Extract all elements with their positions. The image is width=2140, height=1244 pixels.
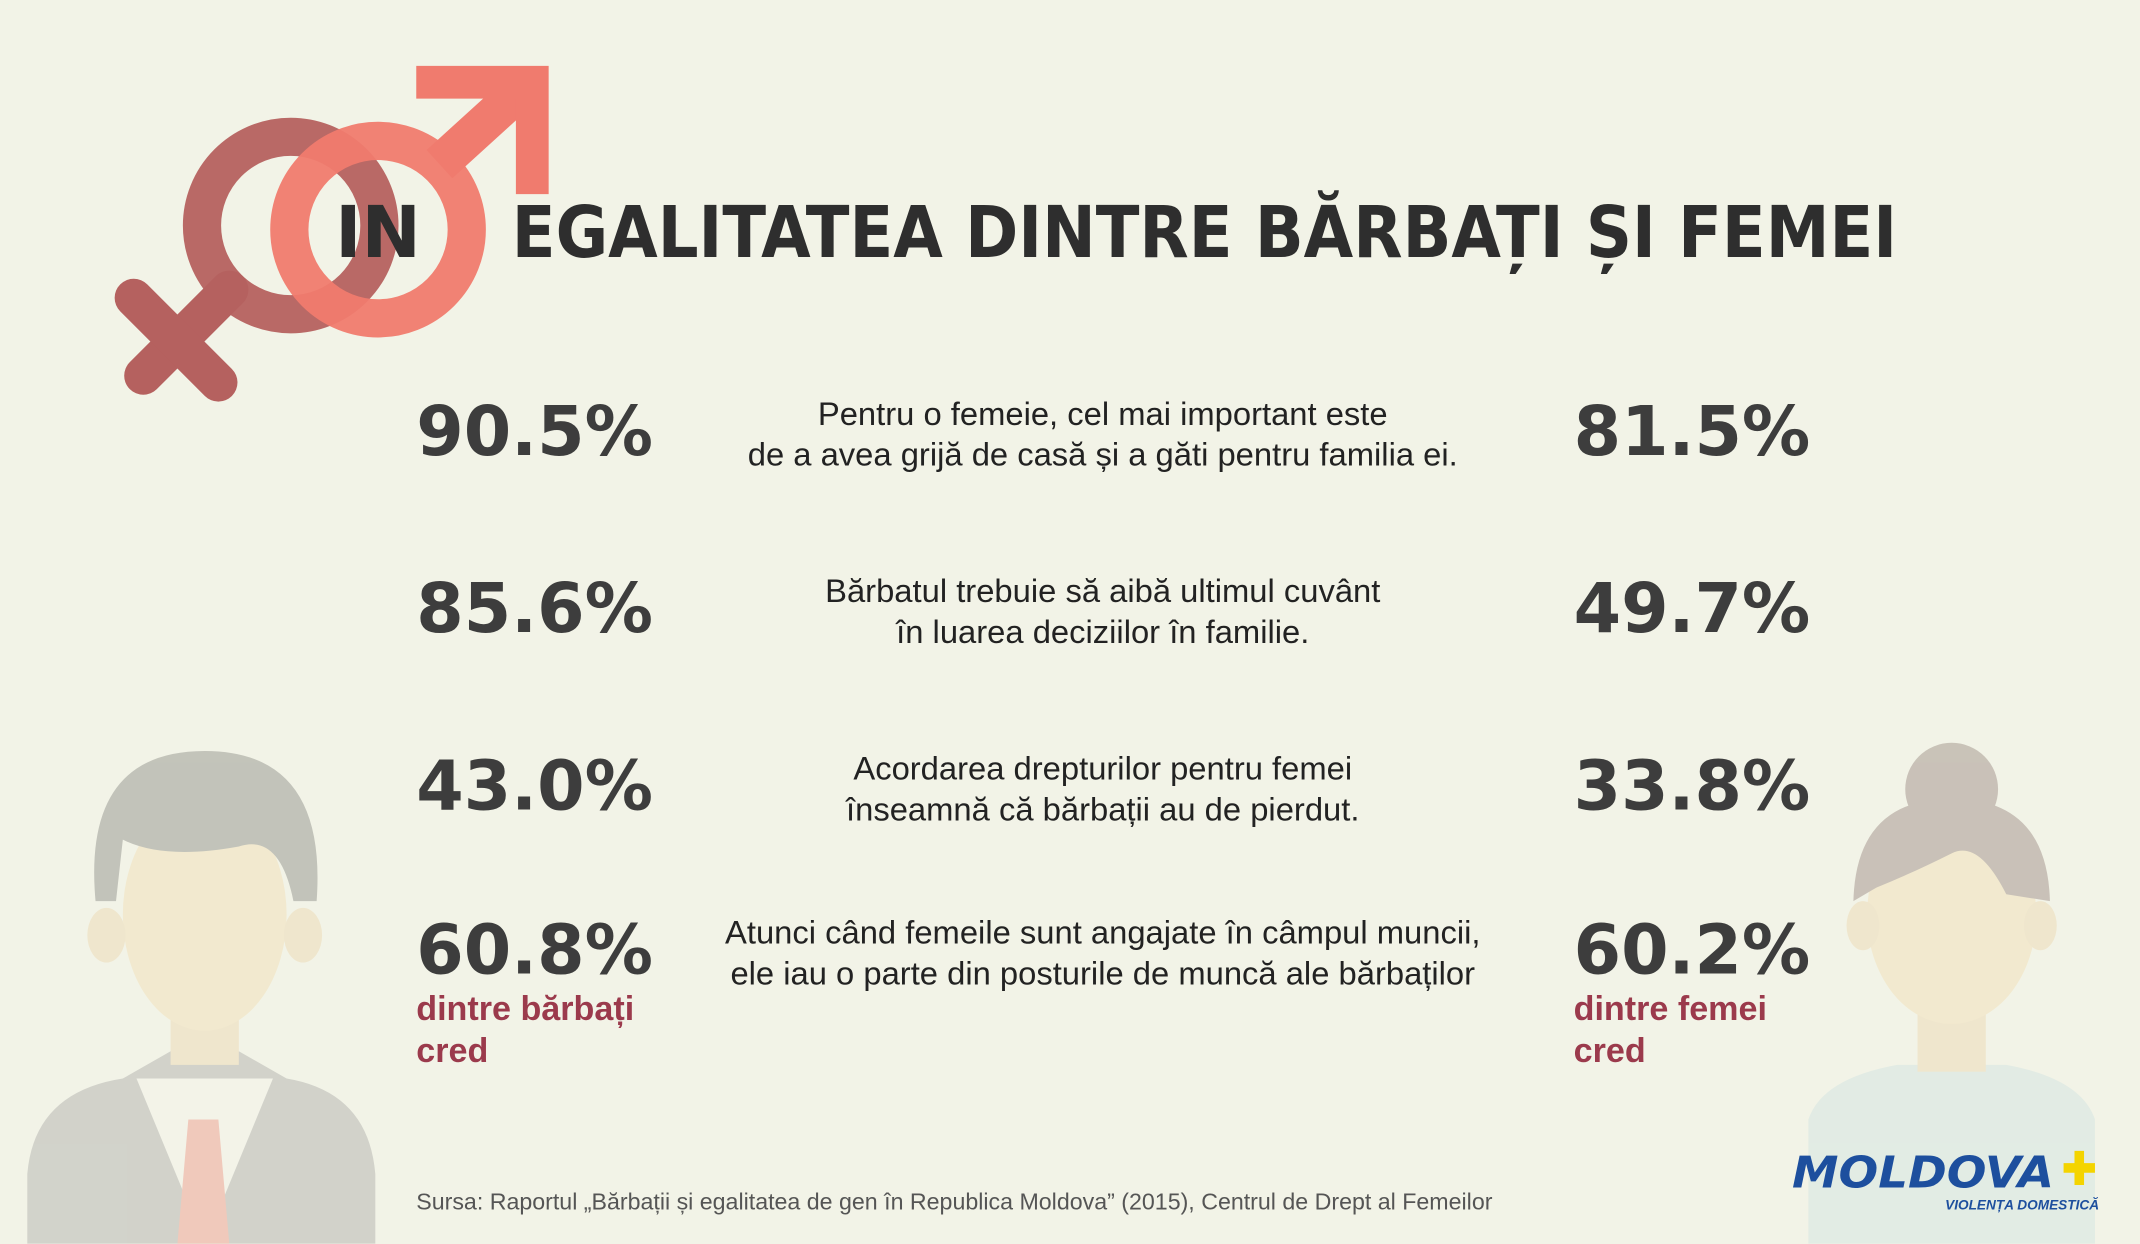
women-percentage: 81.5% bbox=[1574, 393, 1811, 472]
statement: Bărbatul trebuie să aibă ultimul cuvânt bbox=[825, 572, 1380, 609]
women-caption: dintre femei bbox=[1574, 990, 1767, 1028]
statement: Atunci când femeile sunt angajate în câm… bbox=[725, 913, 1481, 950]
men-percentage: 90.5% bbox=[416, 393, 653, 472]
women-percentage: 49.7% bbox=[1574, 570, 1811, 649]
statement: ele iau o parte din posturile de muncă a… bbox=[730, 954, 1475, 991]
logo-plus bbox=[2063, 1150, 2095, 1185]
men-percentage: 43.0% bbox=[416, 748, 653, 827]
men-caption: dintre bărbați bbox=[416, 990, 634, 1028]
title-prefix: IN bbox=[335, 191, 421, 274]
woman-illustration bbox=[1808, 742, 2095, 1244]
statement: în luarea deciziilor în familie. bbox=[895, 613, 1309, 650]
logo: MOLDOVA VIOLENȚA DOMESTICĂ bbox=[1792, 1148, 2099, 1213]
women-percentage: 33.8% bbox=[1574, 748, 1811, 827]
statement: Acordarea drepturilor pentru femei bbox=[853, 750, 1352, 787]
female-symbol bbox=[114, 117, 399, 402]
women-percentage: 60.2% bbox=[1574, 911, 1811, 990]
statement: înseamnă că bărbații au de pierdut. bbox=[845, 791, 1359, 828]
logo-tagline: VIOLENȚA DOMESTICĂ bbox=[1945, 1198, 2099, 1213]
men-percentage: 85.6% bbox=[416, 570, 653, 649]
rows: 90.5% 81.5% Pentru o femeie, cel mai impor… bbox=[416, 393, 1810, 992]
male-symbol bbox=[270, 65, 549, 338]
man-illustration bbox=[27, 750, 376, 1244]
women-caption: cred bbox=[1574, 1032, 1646, 1070]
statement: Pentru o femeie, cel mai important este bbox=[818, 395, 1388, 432]
logo-name: MOLDOVA bbox=[1792, 1148, 2054, 1199]
men-caption: cred bbox=[416, 1032, 488, 1070]
statement: de a avea grijă de casă și a găti pentru… bbox=[748, 436, 1458, 473]
men-percentage: 60.8% bbox=[416, 911, 653, 990]
source: Sursa: Raportul „Bărbații și egalitatea … bbox=[416, 1189, 1492, 1215]
title: EGALITATEA DINTRE BĂRBAȚI ȘI FEMEI bbox=[512, 190, 1897, 274]
